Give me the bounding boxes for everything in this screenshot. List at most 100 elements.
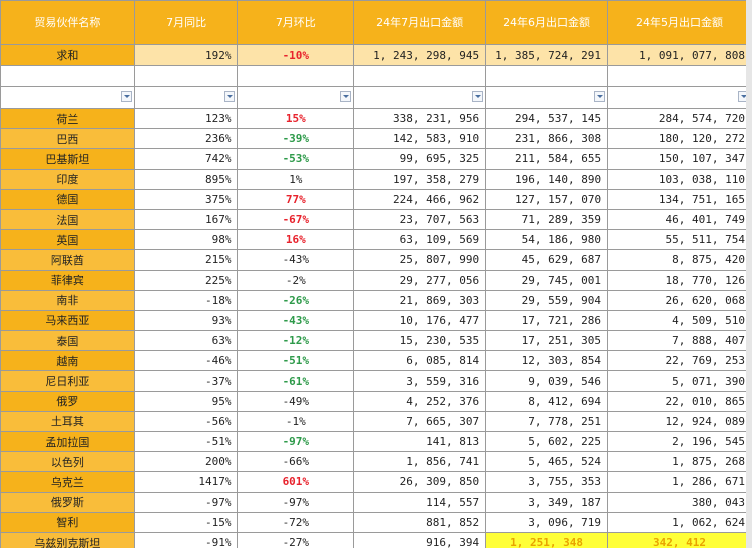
partner-name-cell[interactable]: 英国 [0, 229, 135, 251]
partner-name-cell[interactable]: 尼日利亚 [0, 370, 135, 392]
mom-cell[interactable]: -72% [237, 511, 355, 533]
mom-cell[interactable]: 77% [237, 188, 355, 210]
partner-name-cell[interactable]: 智利 [0, 511, 135, 533]
yoy-cell[interactable]: 167% [133, 208, 239, 231]
mom-cell[interactable]: -49% [237, 390, 355, 412]
may-amount-cell[interactable]: 284, 574, 720 [607, 107, 752, 130]
may-amount-cell[interactable]: 4, 509, 510 [607, 309, 752, 332]
mom-cell[interactable]: -67% [237, 208, 355, 231]
mom-cell[interactable]: 16% [237, 229, 355, 251]
jun-amount-cell[interactable]: 17, 721, 286 [485, 309, 609, 332]
may-amount-cell[interactable]: 134, 751, 165 [607, 188, 752, 210]
jul-amount-cell[interactable]: 99, 695, 325 [353, 148, 487, 170]
jul-amount-cell[interactable]: 15, 230, 535 [353, 330, 487, 352]
jun-amount-cell[interactable]: 5, 602, 225 [485, 430, 609, 453]
jun-amount-cell[interactable]: 1, 251, 348 [485, 531, 609, 548]
header-jul[interactable]: 24年7月出口金额 [353, 0, 487, 45]
filter-dropdown-icon[interactable] [224, 91, 236, 102]
sum-jun[interactable]: 1, 385, 724, 291 [485, 44, 609, 66]
jun-amount-cell[interactable]: 7, 778, 251 [485, 410, 609, 433]
jul-amount-cell[interactable]: 21, 869, 303 [353, 289, 487, 311]
jul-amount-cell[interactable]: 916, 394 [353, 531, 487, 548]
yoy-cell[interactable]: 375% [133, 188, 239, 210]
jun-amount-cell[interactable]: 231, 866, 308 [485, 128, 609, 150]
yoy-cell[interactable]: -91% [133, 531, 239, 548]
jun-amount-cell[interactable]: 8, 412, 694 [485, 390, 609, 412]
yoy-cell[interactable]: -18% [133, 289, 239, 311]
yoy-cell[interactable]: 95% [133, 390, 239, 412]
yoy-cell[interactable]: 236% [133, 128, 239, 150]
yoy-cell[interactable]: 63% [133, 330, 239, 352]
jul-amount-cell[interactable]: 23, 707, 563 [353, 208, 487, 231]
partner-name-cell[interactable]: 越南 [0, 350, 135, 372]
yoy-cell[interactable]: -37% [133, 370, 239, 392]
yoy-cell[interactable]: -15% [133, 511, 239, 533]
header-jun[interactable]: 24年6月出口金额 [485, 0, 609, 45]
mom-cell[interactable]: -2% [237, 269, 355, 291]
jun-amount-cell[interactable]: 29, 745, 001 [485, 269, 609, 291]
jul-amount-cell[interactable]: 224, 466, 962 [353, 188, 487, 210]
jun-amount-cell[interactable]: 196, 140, 890 [485, 168, 609, 190]
may-amount-cell[interactable]: 150, 107, 347 [607, 148, 752, 170]
mom-cell[interactable]: -97% [237, 430, 355, 453]
blank-cell[interactable] [607, 65, 752, 87]
may-amount-cell[interactable]: 26, 620, 068 [607, 289, 752, 311]
partner-name-cell[interactable]: 马来西亚 [0, 309, 135, 332]
may-amount-cell[interactable]: 1, 286, 671 [607, 471, 752, 493]
yoy-cell[interactable]: 123% [133, 107, 239, 130]
jul-amount-cell[interactable]: 25, 807, 990 [353, 249, 487, 271]
yoy-cell[interactable]: 895% [133, 168, 239, 190]
jun-amount-cell[interactable]: 9, 039, 546 [485, 370, 609, 392]
may-amount-cell[interactable]: 180, 120, 272 [607, 128, 752, 150]
may-amount-cell[interactable]: 1, 875, 268 [607, 451, 752, 473]
partner-name-cell[interactable]: 荷兰 [0, 107, 135, 130]
yoy-cell[interactable]: 1417% [133, 471, 239, 493]
yoy-cell[interactable]: 225% [133, 269, 239, 291]
jul-amount-cell[interactable]: 141, 813 [353, 430, 487, 453]
filter-dropdown-icon[interactable] [472, 91, 484, 102]
jun-amount-cell[interactable]: 294, 537, 145 [485, 107, 609, 130]
jul-amount-cell[interactable]: 1, 856, 741 [353, 451, 487, 473]
mom-cell[interactable]: 601% [237, 471, 355, 493]
blank-cell[interactable] [133, 65, 239, 87]
jun-amount-cell[interactable]: 127, 157, 070 [485, 188, 609, 210]
yoy-cell[interactable]: -97% [133, 491, 239, 513]
partner-name-cell[interactable]: 巴基斯坦 [0, 148, 135, 170]
may-amount-cell[interactable]: 46, 401, 749 [607, 208, 752, 231]
header-mom[interactable]: 7月环比 [237, 0, 355, 45]
jul-amount-cell[interactable]: 338, 231, 956 [353, 107, 487, 130]
jun-amount-cell[interactable]: 211, 584, 655 [485, 148, 609, 170]
jul-amount-cell[interactable]: 142, 583, 910 [353, 128, 487, 150]
filter-dropdown-icon[interactable] [120, 91, 132, 102]
jul-amount-cell[interactable]: 26, 309, 850 [353, 471, 487, 493]
jul-amount-cell[interactable]: 197, 358, 279 [353, 168, 487, 190]
yoy-cell[interactable]: -51% [133, 430, 239, 453]
jun-amount-cell[interactable]: 54, 186, 980 [485, 229, 609, 251]
jun-amount-cell[interactable]: 3, 349, 187 [485, 491, 609, 513]
sum-mom[interactable]: -10% [237, 44, 355, 66]
partner-name-cell[interactable]: 印度 [0, 168, 135, 190]
partner-name-cell[interactable]: 南非 [0, 289, 135, 311]
jul-amount-cell[interactable]: 7, 665, 307 [353, 410, 487, 433]
mom-cell[interactable]: -51% [237, 350, 355, 372]
sum-label[interactable]: 求和 [0, 44, 135, 66]
mom-cell[interactable]: -61% [237, 370, 355, 392]
partner-name-cell[interactable]: 俄罗斯 [0, 491, 135, 513]
jul-amount-cell[interactable]: 63, 109, 569 [353, 229, 487, 251]
jul-amount-cell[interactable]: 29, 277, 056 [353, 269, 487, 291]
sum-jul[interactable]: 1, 243, 298, 945 [353, 44, 487, 66]
mom-cell[interactable]: -66% [237, 451, 355, 473]
mom-cell[interactable]: -1% [237, 410, 355, 433]
may-amount-cell[interactable]: 12, 924, 089 [607, 410, 752, 433]
may-amount-cell[interactable]: 5, 071, 390 [607, 370, 752, 392]
partner-name-cell[interactable]: 乌兹别克斯坦 [0, 531, 135, 548]
blank-cell[interactable] [237, 65, 355, 87]
may-amount-cell[interactable]: 1, 062, 624 [607, 511, 752, 533]
jun-amount-cell[interactable]: 12, 303, 854 [485, 350, 609, 372]
filter-dropdown-icon[interactable] [340, 91, 352, 102]
jun-amount-cell[interactable]: 3, 755, 353 [485, 471, 609, 493]
mom-cell[interactable]: -43% [237, 309, 355, 332]
may-amount-cell[interactable]: 103, 038, 110 [607, 168, 752, 190]
header-partner[interactable]: 贸易伙伴名称 [0, 0, 135, 45]
jul-amount-cell[interactable]: 10, 176, 477 [353, 309, 487, 332]
